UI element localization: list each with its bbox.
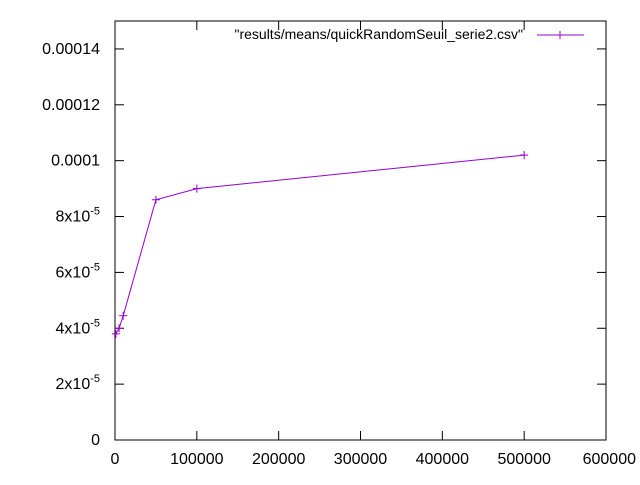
y-tick-label: 0.00014 [42,41,100,58]
plot-frame [114,20,607,441]
y-tick-label: 2x10-5 [56,373,100,393]
y-tick-exponent: -5 [90,317,100,329]
data-point [111,329,120,338]
axis-ticks: 0 2x10-5 4x10-5 6x10-5 8x10-5 0.0001 0.00012 0.… [42,21,636,468]
y-tick-label: 4x10-5 [56,317,100,337]
y-tick-exponent: -5 [90,373,100,385]
x-tick-label: 200000 [252,451,305,468]
x-tick-label: 600000 [583,451,636,468]
y-tick-exponent: -5 [90,261,100,273]
data-point [520,151,529,160]
y-tick-label: 8x10-5 [56,206,100,226]
legend-label: "results/means/quickRandomSeuil_serie2.c… [234,26,523,42]
series-layer [111,151,529,338]
data-point [115,324,124,333]
data-point [119,311,128,320]
y-tick-exponent: -5 [90,206,100,218]
x-tick-label: 100000 [170,451,223,468]
x-tick-label: 400000 [416,451,469,468]
y-tick-label: 0 [91,432,100,449]
plot-border [114,20,607,441]
legend-marker [556,31,564,39]
x-tick-label: 0 [111,451,120,468]
series-line [115,154,525,335]
data-point [151,195,160,204]
y-tick-label: 0.0001 [51,153,100,170]
x-tick-label: 300000 [334,451,387,468]
x-tick-label: 500000 [497,451,550,468]
y-tick-label: 6x10-5 [56,261,100,281]
data-point [192,184,201,193]
y-tick-label: 0.00012 [42,97,100,114]
legend: "results/means/quickRandomSeuil_serie2.c… [234,26,584,42]
